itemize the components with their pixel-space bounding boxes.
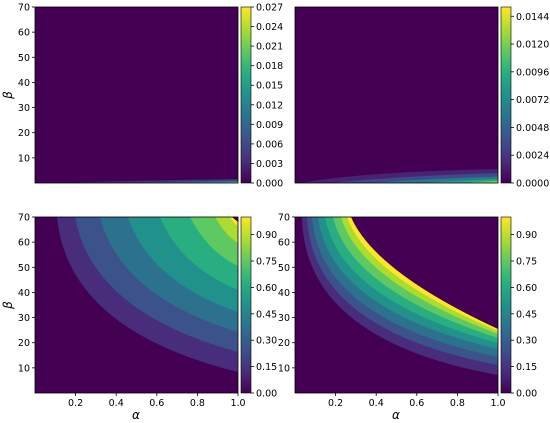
colorbar-tick-label: 0.000 xyxy=(256,179,283,190)
x-tick-label: 0.6 xyxy=(149,398,164,409)
y-tick-label: 20 xyxy=(278,338,290,349)
colorbar-tick-label: 0.60 xyxy=(516,283,537,294)
x-tick-label: 0.4 xyxy=(369,398,384,409)
colorbar-tick-label: 0.009 xyxy=(256,120,283,131)
colorbar-tick-label: 0.0120 xyxy=(516,40,549,51)
y-ticks: 10 20 30 40 50 60 70 xyxy=(18,213,35,374)
y-tick-label: 40 xyxy=(278,288,290,299)
colorbar-tick-label: 0.45 xyxy=(256,309,277,320)
heatmap-contours xyxy=(302,217,498,375)
colorbar-tick-label: 0.003 xyxy=(256,159,283,170)
panel-top-right: 0.0000 0.0024 0.0048 0.0072 0.0096 0.0120 0.01… xyxy=(294,6,549,190)
y-tick-label: 60 xyxy=(278,238,290,249)
y-tick-label: 70 xyxy=(18,213,30,224)
colorbar-tick-label: 0.75 xyxy=(256,257,277,268)
colorbar xyxy=(500,6,512,184)
colorbar-tick-label: 0.90 xyxy=(256,230,277,241)
colorbar-tick-label: 0.60 xyxy=(256,283,277,294)
colorbar-tick-label: 0.00 xyxy=(256,389,277,400)
x-tick-label: 0.6 xyxy=(409,398,424,409)
x-ticks: 0.2 0.4 0.6 0.8 1.0 xyxy=(68,393,246,409)
y-tick-label: 70 xyxy=(278,213,290,224)
colorbar-tick-label: 0.75 xyxy=(516,257,537,268)
x-tick-label: 0.4 xyxy=(109,398,124,409)
colorbar-tick-label: 0.0024 xyxy=(516,151,549,162)
y-tick-label: 50 xyxy=(278,263,290,274)
colorbar-tick-label: 0.024 xyxy=(256,22,283,33)
colorbar-tick-label: 0.012 xyxy=(256,100,283,111)
x-tick-label: 1.0 xyxy=(490,398,505,409)
x-axis-label: α xyxy=(132,408,140,422)
colorbar-tick-label: 0.006 xyxy=(256,139,283,150)
axes-frame xyxy=(34,216,239,394)
colorbar-tick-label: 0.0048 xyxy=(516,123,549,134)
x-tick-label: 0.2 xyxy=(328,398,343,409)
axes-frame xyxy=(34,6,239,184)
y-tick-label: 30 xyxy=(18,103,30,114)
x-tick-label: 0.8 xyxy=(190,398,205,409)
colorbar xyxy=(240,6,252,184)
y-tick-label: 10 xyxy=(278,363,290,374)
colorbar-ticks: 0.00 0.15 0.30 0.45 0.60 0.75 0.90 xyxy=(511,230,537,400)
x-tick-label: 0.8 xyxy=(450,398,465,409)
y-tick-label: 50 xyxy=(18,53,30,64)
colorbar-tick-label: 0.0144 xyxy=(516,12,549,23)
colorbar-tick-label: 0.15 xyxy=(256,362,277,373)
colorbar-tick-label: 0.15 xyxy=(516,362,537,373)
y-tick-label: 60 xyxy=(18,238,30,249)
colorbar xyxy=(240,216,252,394)
colorbar-tick-label: 0.00 xyxy=(516,389,537,400)
y-axis-label: β xyxy=(1,91,15,100)
colorbar-tick-label: 0.027 xyxy=(256,3,283,14)
colorbar-ticks: 0.000 0.003 0.006 0.009 0.012 0.015 0.018 0.021… xyxy=(251,3,283,190)
colorbar-tick-label: 0.0072 xyxy=(516,95,549,106)
colorbar-tick-label: 0.0096 xyxy=(516,67,549,78)
colorbar-tick-label: 0.45 xyxy=(516,309,537,320)
x-ticks: 0.2 0.4 0.6 0.8 1.0 xyxy=(328,393,506,409)
colorbar-tick-label: 0.015 xyxy=(256,81,283,92)
y-tick-label: 50 xyxy=(18,263,30,274)
heatmap-area xyxy=(295,7,498,183)
heatmap-contours xyxy=(57,217,238,372)
colorbar-tick-label: 0.30 xyxy=(516,336,537,347)
panel-bottom-right: 10 20 30 40 50 60 70 0.2 0.4 0.6 0.8 1.0 α 0.00 0.1… xyxy=(278,213,537,423)
colorbar-ticks: 0.00 0.15 0.30 0.45 0.60 0.75 0.90 xyxy=(251,230,277,400)
axes-frame xyxy=(294,6,499,184)
y-tick-label: 60 xyxy=(18,28,30,39)
colorbar-tick-label: 0.90 xyxy=(516,230,537,241)
heatmap-contours xyxy=(300,169,498,183)
colorbar-tick-label: 0.021 xyxy=(256,42,283,53)
y-tick-label: 30 xyxy=(18,313,30,324)
y-tick-label: 30 xyxy=(278,313,290,324)
y-tick-label: 70 xyxy=(18,3,30,14)
y-tick-label: 20 xyxy=(18,128,30,139)
y-tick-label: 40 xyxy=(18,78,30,89)
colorbar-ticks: 0.0000 0.0024 0.0048 0.0072 0.0096 0.0120 0.01… xyxy=(511,12,549,190)
colorbar-tick-label: 0.0000 xyxy=(516,179,549,190)
x-axis-label: α xyxy=(392,408,400,422)
y-axis-label: β xyxy=(1,301,15,310)
y-tick-label: 10 xyxy=(18,153,30,164)
axes-frame xyxy=(294,216,499,394)
heatmap-area xyxy=(35,7,238,183)
y-ticks: 10 20 30 40 50 60 70 xyxy=(18,3,35,164)
x-tick-label: 0.2 xyxy=(68,398,83,409)
y-tick-label: 20 xyxy=(18,338,30,349)
y-ticks: 10 20 30 40 50 60 70 xyxy=(278,213,295,374)
y-tick-label: 10 xyxy=(18,363,30,374)
x-tick-label: 1.0 xyxy=(230,398,245,409)
y-tick-label: 40 xyxy=(18,288,30,299)
colorbar-tick-label: 0.018 xyxy=(256,61,283,72)
colorbar xyxy=(500,216,512,394)
colorbar-tick-label: 0.30 xyxy=(256,336,277,347)
